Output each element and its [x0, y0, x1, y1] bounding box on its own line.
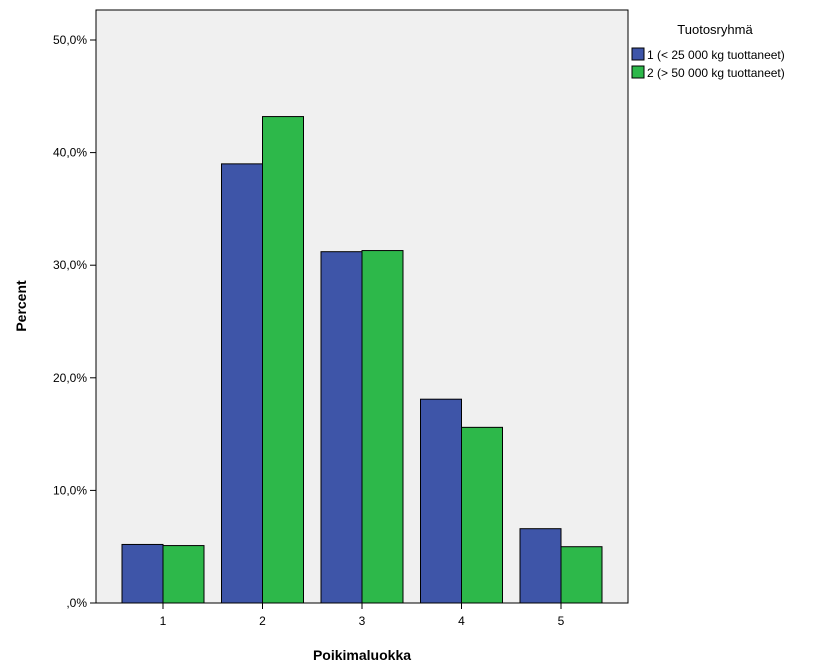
bar-series-1-cat-3	[320, 251, 363, 604]
bar-series-2-cat-4	[461, 426, 503, 604]
x-tick-label: 3	[359, 614, 366, 628]
bar-series-2-cat-1	[162, 545, 205, 604]
y-tick-label: 40,0%	[53, 146, 87, 160]
bar-series-1-cat-5	[519, 528, 562, 604]
legend-title: Tuotosryhmä	[677, 22, 753, 37]
legend-label: 1 (< 25 000 kg tuottaneet)	[647, 48, 785, 62]
y-tick-label: 50,0%	[53, 33, 87, 47]
bar-series-2-cat-3	[361, 250, 404, 604]
x-axis-title: Poikimaluokka	[313, 647, 411, 663]
x-tick-label: 5	[558, 614, 565, 628]
y-tick-label: 30,0%	[53, 258, 87, 272]
y-tick-label: ,0%	[66, 596, 87, 610]
y-axis: ,0% 10,0% 20,0% 30,0% 40,0% 50,0%	[53, 33, 96, 610]
x-tick-label: 2	[259, 614, 266, 628]
legend-swatch	[631, 65, 645, 79]
legend-label: 2 (> 50 000 kg tuottaneet)	[647, 66, 785, 80]
legend: Tuotosryhmä 1 (< 25 000 kg tuottaneet) 2 …	[631, 22, 785, 80]
y-tick-label: 20,0%	[53, 371, 87, 385]
x-tick-label: 4	[458, 614, 465, 628]
y-tick-label: 10,0%	[53, 483, 87, 497]
y-axis-title: Percent	[13, 280, 29, 332]
legend-swatch	[631, 47, 645, 61]
bar-series-1-cat-2	[221, 163, 263, 604]
bar-series-1-cat-4	[420, 398, 462, 604]
x-tick-label: 1	[160, 614, 167, 628]
bar-series-2-cat-2	[262, 116, 304, 604]
bar-series-2-cat-5	[560, 546, 603, 604]
x-axis: 1 2 3 4 5	[160, 603, 565, 628]
bar-series-1-cat-1	[121, 543, 164, 604]
bars	[121, 116, 603, 604]
